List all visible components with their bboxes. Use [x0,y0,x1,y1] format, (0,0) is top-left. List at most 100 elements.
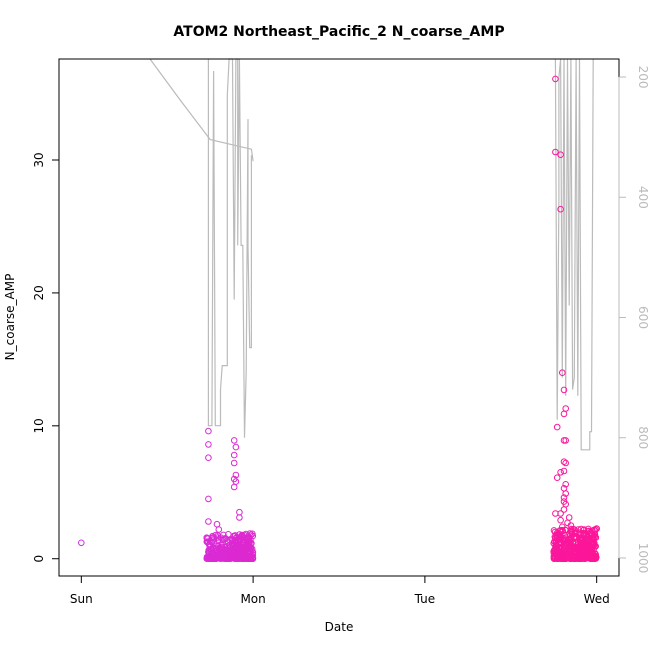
data-point [562,481,570,488]
data-point [569,538,577,545]
data-point [550,549,558,556]
data-point [587,530,595,538]
data-point [244,545,252,552]
data-point [228,552,236,559]
data-point [227,555,234,563]
data-point [228,537,236,544]
data-point [558,527,565,535]
data-point [205,495,212,503]
data-point [566,532,574,540]
data-point [559,369,566,377]
data-point [553,541,560,549]
data-point [557,516,564,524]
data-point [572,527,579,534]
data-point [580,526,588,533]
data-point [246,530,254,537]
data-point [220,545,227,553]
data-point [205,518,212,525]
data-point [562,490,570,497]
y2-tick-label: 600 [636,306,650,329]
data-point [211,553,219,561]
data-point [560,467,568,475]
data-point [585,542,593,549]
data-point [215,526,223,533]
data-point [235,546,243,554]
data-point [247,545,255,552]
data-point [552,148,559,156]
data-point [575,543,583,550]
y-axis-left: 0 10 20 30 [32,152,60,563]
plot-frame [58,58,620,577]
y2-tick-label: 400 [636,186,650,209]
data-point [205,427,212,435]
data-point [569,553,577,560]
data-point [246,555,253,563]
altitude-line-layer [149,58,594,451]
data-point [230,483,238,491]
y2-tick-label: 1000 [636,543,650,574]
data-point [556,535,564,543]
data-point [225,531,232,538]
data-point [574,553,581,560]
data-point [214,532,222,539]
data-point [242,555,249,563]
data-point [588,548,596,556]
data-point [577,525,585,533]
data-point [210,535,218,543]
x-tick-label: Wed [584,592,610,606]
data-point [204,538,211,546]
data-point [205,548,212,556]
data-point [588,542,596,549]
y-tick-label: 30 [32,152,46,167]
data-point [557,534,565,541]
y-tick-label: 20 [32,285,46,300]
data-point [560,386,568,394]
data-point [205,441,212,448]
data-point [560,506,568,513]
data-point [553,423,561,431]
data-point [236,514,243,521]
data-point [562,405,570,412]
data-point [552,510,559,517]
data-point [578,543,585,551]
data-point [232,471,240,479]
y-axis-label: N_coarse_AMP [3,274,17,361]
data-point [560,494,568,501]
data-point [249,548,257,556]
altitude-line-1 [207,58,252,438]
altitude-line-0 [149,58,254,162]
data-point [230,459,238,467]
data-point [585,548,593,556]
x-tick-label: Mon [240,592,265,606]
data-point [216,544,223,552]
chart-title: ATOM2 Northeast_Pacific_2 N_coarse_AMP [173,24,504,40]
data-point [557,151,564,158]
data-point [557,205,564,213]
data-point [557,469,564,476]
data-point [245,534,253,542]
points-layer [78,75,601,563]
data-point [225,555,232,563]
data-point [567,522,575,529]
data-point [238,548,246,556]
data-point [592,553,599,560]
data-point [566,551,574,559]
data-point [585,535,592,543]
data-point [213,520,221,528]
data-point [580,531,587,538]
data-point [575,531,583,539]
data-point [203,534,211,542]
data-point [214,554,222,561]
x-axis-label: Date [325,620,354,634]
data-point [560,410,568,418]
data-point [204,538,212,545]
data-point [571,544,579,552]
data-point [559,523,566,531]
y-tick-label: 0 [32,555,46,563]
data-point [215,536,222,543]
data-point [553,474,561,482]
data-point [237,533,245,541]
y2-tick-label: 200 [636,66,650,89]
data-point [205,454,212,462]
